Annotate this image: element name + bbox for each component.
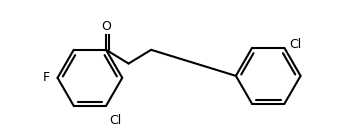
Text: Cl: Cl (289, 38, 301, 51)
Text: F: F (43, 71, 50, 84)
Text: Cl: Cl (109, 114, 121, 127)
Text: O: O (101, 20, 111, 33)
